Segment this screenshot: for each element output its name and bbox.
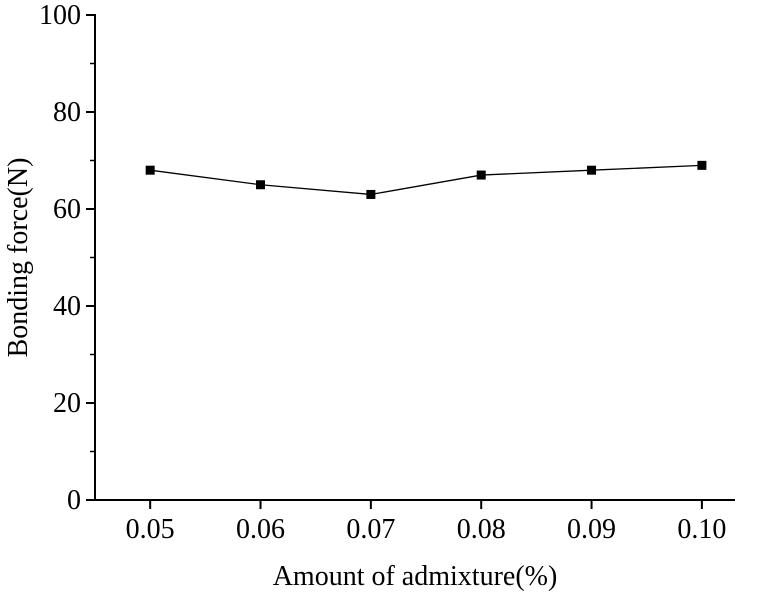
axes: 0 20 40 60 80 100 0.05 0.06 0.07 0.08 0.09 0.10 xyxy=(39,0,735,545)
x-tick-label: 0.07 xyxy=(346,514,395,545)
data-point-marker xyxy=(587,165,597,175)
y-axis-title: Bonding force(N) xyxy=(3,158,34,358)
x-tick-label: 0.10 xyxy=(677,514,726,545)
y-tick-label: 80 xyxy=(53,97,81,128)
x-tick-label: 0.06 xyxy=(236,514,285,545)
data-point-marker xyxy=(145,165,155,175)
x-tick-label: 0.09 xyxy=(567,514,616,545)
y-tick-label: 0 xyxy=(67,485,81,516)
data-line xyxy=(150,164,702,196)
data-point-marker xyxy=(697,160,707,170)
y-tick-label: 40 xyxy=(53,291,81,322)
data-point-marker xyxy=(256,180,266,190)
x-tick-label: 0.08 xyxy=(457,514,506,545)
data-point-marker xyxy=(366,189,376,199)
y-tick-label: 60 xyxy=(53,194,81,225)
data-point-marker xyxy=(476,170,486,180)
data-series xyxy=(145,160,707,199)
x-tick-label: 0.05 xyxy=(126,514,175,545)
y-tick-label: 20 xyxy=(53,388,81,419)
y-tick-label: 100 xyxy=(39,0,81,31)
x-axis-title: Amount of admixture(%) xyxy=(273,561,558,592)
